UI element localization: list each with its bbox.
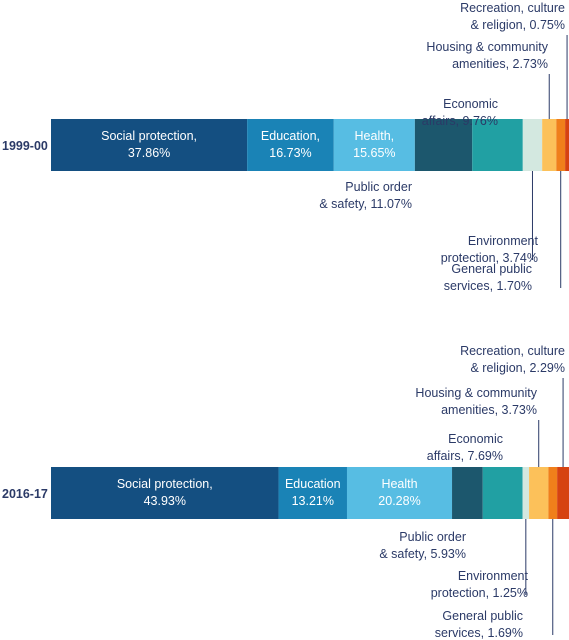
segment-label: Environment protection, 3.74% xyxy=(441,234,539,265)
bar-segment xyxy=(472,119,523,171)
segment-label: Health 20.28% xyxy=(378,477,420,508)
row-label: 2016-17 xyxy=(2,487,48,501)
bar-segment xyxy=(452,467,483,519)
bar-segment xyxy=(247,119,334,171)
bar-segment xyxy=(278,467,347,519)
segment-label: Education 13.21% xyxy=(285,477,341,508)
bar-segment xyxy=(522,467,530,519)
segment-label: General public services, 1.69% xyxy=(435,609,523,640)
bar-segment xyxy=(414,119,473,171)
bar-segment xyxy=(557,467,569,519)
row-label: 1999-00 xyxy=(2,139,48,153)
bar-segment xyxy=(542,119,557,171)
bar-segment xyxy=(556,119,566,171)
segment-label: Health, 15.65% xyxy=(353,129,395,160)
segment-label: Housing & community amenities, 3.73% xyxy=(415,386,537,417)
segment-label: Environment protection, 1.25% xyxy=(431,569,529,600)
segment-label: Education, 16.73% xyxy=(261,129,320,160)
bar-segment xyxy=(346,467,453,519)
bar-segment xyxy=(51,119,248,171)
bar-segment xyxy=(565,119,569,171)
segment-label: General public services, 1.70% xyxy=(444,262,532,293)
segment-label: Housing & community amenities, 2.73% xyxy=(426,40,548,71)
bar-segment xyxy=(522,119,543,171)
segment-label: Economic affairs, 9.76% xyxy=(422,97,498,128)
segment-label: Recreation, culture & religion, 0.75% xyxy=(460,1,565,32)
bar-segment xyxy=(51,467,279,519)
segment-label: Economic affairs, 7.69% xyxy=(427,432,503,463)
segment-label: Recreation, culture & religion, 2.29% xyxy=(460,344,565,375)
segment-label: Social protection, 37.86% xyxy=(101,129,197,160)
segment-label: Social protection, 43.93% xyxy=(117,477,213,508)
bar-segment xyxy=(482,467,523,519)
segment-label: Public order & safety, 11.07% xyxy=(319,180,412,211)
bar-segment xyxy=(333,119,415,171)
bar-segment xyxy=(548,467,558,519)
segment-label: Public order & safety, 5.93% xyxy=(379,530,466,561)
bar-segment xyxy=(529,467,549,519)
